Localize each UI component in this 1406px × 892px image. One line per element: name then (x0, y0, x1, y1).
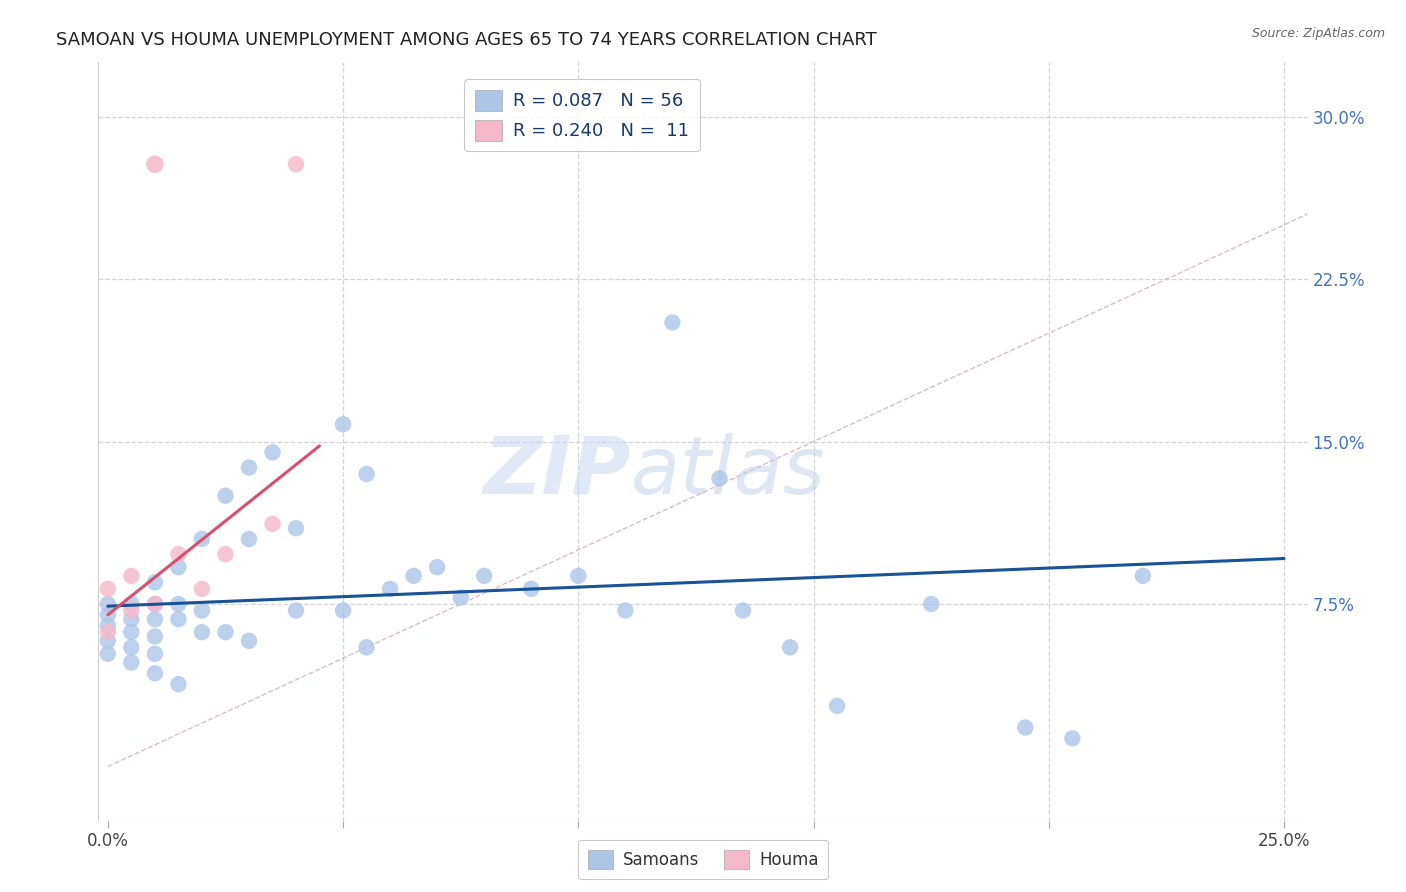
Point (731, 603, 754, 617)
Point (191, 582, 214, 596)
Point (238, 633, 260, 648)
Point (143, 597, 166, 611)
Point (285, 157, 308, 171)
Point (472, 569, 495, 583)
Point (97, 633, 120, 648)
Point (567, 569, 589, 583)
Point (262, 445, 284, 459)
Point (143, 575, 166, 590)
Legend: R = 0.087   N = 56, R = 0.240   N =  11: R = 0.087 N = 56, R = 0.240 N = 11 (464, 79, 700, 152)
Point (167, 597, 190, 611)
Point (238, 460, 260, 475)
Point (378, 582, 401, 596)
Point (143, 630, 166, 644)
Point (120, 625, 142, 640)
Text: ZIP: ZIP (484, 433, 630, 511)
Point (661, 315, 683, 329)
Point (143, 666, 166, 681)
Point (332, 417, 354, 432)
Point (402, 569, 425, 583)
Point (191, 625, 214, 640)
Point (779, 640, 801, 655)
Point (214, 625, 236, 640)
Point (143, 597, 166, 611)
Point (97, 607, 120, 622)
Point (356, 640, 378, 655)
Point (120, 640, 142, 655)
Point (167, 677, 190, 691)
Point (97, 618, 120, 632)
Point (120, 603, 142, 617)
Text: atlas: atlas (630, 433, 825, 511)
Point (120, 597, 142, 611)
Point (191, 532, 214, 546)
Point (285, 603, 308, 617)
Point (97, 647, 120, 661)
Point (238, 532, 260, 546)
Point (1014, 721, 1036, 735)
Point (97, 582, 120, 596)
Point (120, 569, 142, 583)
Point (262, 516, 284, 531)
Point (920, 597, 942, 611)
Point (825, 698, 848, 713)
Point (426, 560, 449, 574)
Point (143, 612, 166, 626)
Point (167, 560, 190, 574)
Text: Source: ZipAtlas.com: Source: ZipAtlas.com (1251, 27, 1385, 40)
Point (167, 547, 190, 561)
Point (214, 547, 236, 561)
Point (143, 647, 166, 661)
Point (167, 612, 190, 626)
Point (191, 603, 214, 617)
Point (332, 603, 354, 617)
Point (1132, 569, 1154, 583)
Point (97, 625, 120, 640)
Point (120, 612, 142, 626)
Point (450, 591, 472, 605)
Point (143, 157, 166, 171)
Point (1062, 731, 1084, 746)
Text: SAMOAN VS HOUMA UNEMPLOYMENT AMONG AGES 65 TO 74 YEARS CORRELATION CHART: SAMOAN VS HOUMA UNEMPLOYMENT AMONG AGES … (56, 31, 877, 49)
Point (97, 597, 120, 611)
Point (614, 603, 637, 617)
Point (120, 656, 142, 670)
Point (214, 489, 236, 503)
Point (356, 467, 378, 481)
Legend: Samoans, Houma: Samoans, Houma (578, 840, 828, 880)
Point (709, 471, 731, 485)
Point (285, 521, 308, 535)
Point (520, 582, 543, 596)
